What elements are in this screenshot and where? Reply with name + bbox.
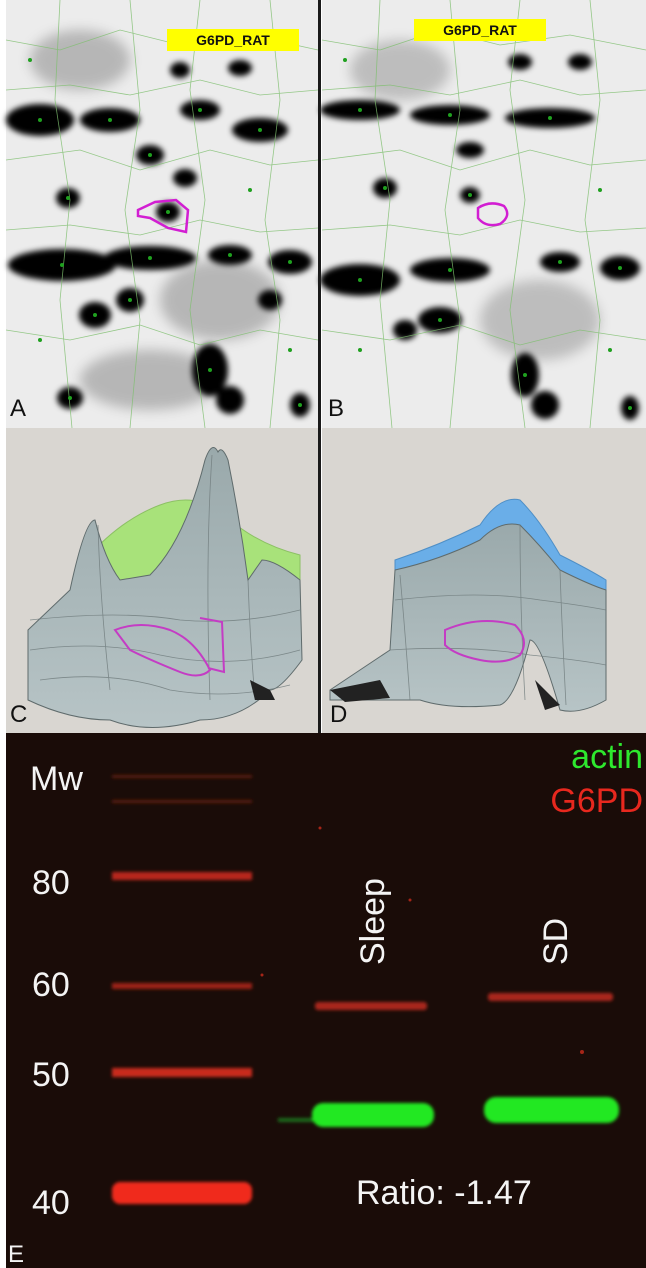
- ladder-band-80: [112, 872, 252, 880]
- panel-letter-b: B: [328, 395, 344, 422]
- marker-label-80: 80: [32, 864, 70, 902]
- ladder-band-40: [112, 1182, 252, 1204]
- ladder-band-faint-1: [112, 775, 252, 778]
- panel-letter-c: C: [10, 701, 27, 728]
- marker-label-40: 40: [32, 1184, 70, 1222]
- legend-actin: actin: [571, 738, 643, 776]
- lane-sleep-actin-band: [312, 1103, 434, 1127]
- gene-tag-bg-a: [167, 29, 299, 51]
- panel-c-surface: C: [6, 428, 318, 733]
- lane-sd-g6pd-band: [488, 993, 613, 1001]
- gene-tag-bg-b: [414, 19, 546, 41]
- panel-a-gel: G6PD_RAT A: [5, 0, 319, 429]
- gene-tag-b: G6PD_RAT: [443, 22, 517, 38]
- spot-outline-c: [113, 624, 212, 677]
- legend-g6pd: G6PD: [550, 782, 643, 820]
- mw-header: Mw: [30, 760, 83, 798]
- lane-sleep-g6pd-band: [315, 1002, 427, 1010]
- lane-sd-actin-band: [484, 1097, 619, 1123]
- lane-label-sd: SD: [537, 918, 575, 965]
- spot-outline-b: [476, 202, 509, 227]
- panel-letter-a: A: [10, 395, 26, 422]
- surface-mesh-d: [329, 523, 607, 712]
- gene-tag-a: G6PD_RAT: [196, 32, 270, 48]
- surface-mesh-c: [27, 447, 303, 728]
- ladder-band-faint-2: [112, 800, 252, 803]
- panel-letter-e: E: [8, 1241, 24, 1268]
- panel-d-surface: D: [322, 428, 646, 733]
- ladder-band-60: [112, 983, 252, 989]
- panel-e-western-blot: Mw 80 60 50 40 Sleep SD actin G6PD Ratio…: [6, 733, 646, 1268]
- ratio-label: Ratio: -1.47: [356, 1174, 532, 1212]
- panel-divider: [318, 0, 321, 733]
- marker-label-60: 60: [32, 966, 70, 1004]
- ladder-band-50: [112, 1068, 252, 1077]
- panel-b-gel: G6PD_RAT B: [320, 0, 646, 429]
- spot-outline-d: [444, 620, 525, 663]
- panel-letter-d: D: [330, 701, 347, 728]
- lane-label-sleep: Sleep: [354, 878, 392, 965]
- marker-label-50: 50: [32, 1056, 70, 1094]
- spot-outline-a: [136, 198, 190, 234]
